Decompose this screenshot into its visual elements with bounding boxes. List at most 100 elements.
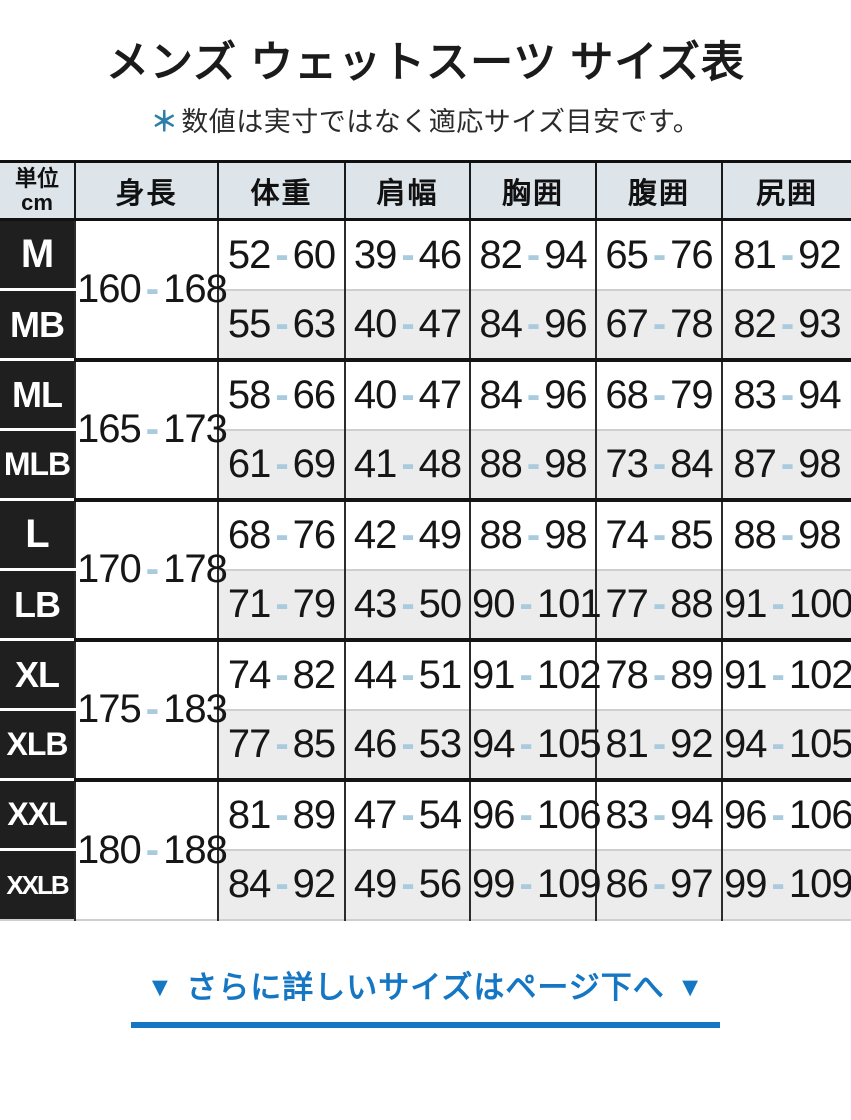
size-label-xxlb: XXLB — [0, 848, 75, 920]
weight-range: 71-79 — [217, 568, 345, 640]
table-row: LB 71-79 43-50 90-101 77-88 91-100 — [0, 568, 851, 640]
hip-range: 91-100 — [721, 568, 851, 640]
down-triangle-icon: ▼ — [676, 971, 705, 1002]
details-link[interactable]: ▼ さらに詳しいサイズはページ下へ ▼ — [130, 962, 721, 1028]
waist-range: 74-85 — [595, 497, 722, 570]
column-header-weight: 体重 — [217, 161, 345, 222]
table-row: ML 165-173 58-66 40-47 84-96 68-79 83-94 — [0, 357, 851, 500]
column-header-hip: 尻囲 — [721, 161, 851, 222]
unit-header-cell: 単位 cm — [0, 161, 75, 222]
weight-range: 52-60 — [217, 219, 345, 290]
weight-range: 81-89 — [217, 777, 345, 850]
table-row: M 160-168 52-60 39-46 82-94 65-76 81-92 — [0, 218, 851, 360]
hip-range: 96-106 — [721, 777, 851, 850]
chest-range: 90-101 — [469, 568, 602, 640]
column-header-chest: 胸囲 — [469, 161, 596, 222]
hip-range: 81-92 — [721, 219, 851, 290]
height-range: 160-168 — [74, 219, 228, 360]
size-label-mb: MB — [0, 288, 75, 360]
waist-range: 65-76 — [595, 219, 722, 290]
shoulder-range: 42-49 — [344, 497, 470, 570]
waist-range: 73-84 — [595, 428, 722, 500]
page-title: メンズ ウェットスーツ サイズ表 — [106, 39, 745, 87]
chest-range: 99-109 — [469, 848, 602, 920]
shoulder-range: 40-47 — [344, 357, 470, 430]
weight-range: 68-76 — [217, 497, 345, 570]
column-header-shoulder: 肩幅 — [344, 161, 470, 222]
height-range: 180-188 — [74, 777, 228, 920]
unit-label-line1: 単位 — [14, 166, 59, 192]
shoulder-range: 39-46 — [344, 219, 470, 290]
hip-range: 94-105 — [721, 708, 851, 780]
table-row: L 170-178 68-76 42-49 88-98 74-85 88-98 — [0, 497, 851, 640]
shoulder-range: 43-50 — [344, 568, 470, 640]
chest-range: 91-102 — [469, 637, 602, 710]
weight-range: 55-63 — [217, 288, 345, 360]
waist-range: 77-88 — [595, 568, 722, 640]
hip-range: 82-93 — [721, 288, 851, 360]
shoulder-range: 40-47 — [344, 288, 470, 360]
table-header: 単位 cm 身長 体重 肩幅 胸囲 腹囲 尻囲 — [0, 161, 851, 222]
size-group-l: L 170-178 68-76 42-49 88-98 74-85 88-98 … — [0, 497, 851, 640]
column-header-waist: 腹囲 — [595, 161, 722, 222]
table-row: MB 55-63 40-47 84-96 67-78 82-93 — [0, 288, 851, 360]
waist-range: 78-89 — [595, 637, 722, 710]
size-note: ＊数値は実寸ではなく適応サイズ目安です。 — [0, 100, 851, 139]
column-header-height: 身長 — [74, 161, 218, 222]
table-row: XL 175-183 74-82 44-51 91-102 78-89 91-1… — [0, 637, 851, 780]
asterisk-mark: ＊ — [150, 107, 179, 138]
shoulder-range: 46-53 — [344, 708, 470, 780]
size-label-mlb: MLB — [0, 428, 75, 500]
details-link-label: さらに詳しいサイズはページ下へ — [186, 969, 665, 1005]
size-label-l: L — [0, 498, 75, 570]
chest-range: 88-98 — [469, 497, 596, 570]
hip-range: 83-94 — [721, 357, 851, 430]
waist-range: 86-97 — [595, 848, 722, 920]
shoulder-range: 47-54 — [344, 777, 470, 850]
weight-range: 84-92 — [217, 848, 345, 920]
chest-range: 82-94 — [469, 219, 596, 290]
size-label-xlb: XLB — [0, 708, 75, 780]
hip-range: 99-109 — [721, 848, 851, 920]
size-group-xxl: XXL 180-188 81-89 47-54 96-106 83-94 96-… — [0, 777, 851, 920]
chest-range: 84-96 — [469, 288, 596, 360]
hip-range: 87-98 — [721, 428, 851, 500]
shoulder-range: 41-48 — [344, 428, 470, 500]
shoulder-range: 49-56 — [344, 848, 470, 920]
size-group-m: M 160-168 52-60 39-46 82-94 65-76 81-92 … — [0, 218, 851, 360]
table-row: XLB 77-85 46-53 94-105 81-92 94-105 — [0, 708, 851, 780]
size-label-lb: LB — [0, 568, 75, 640]
weight-range: 74-82 — [217, 637, 345, 710]
hip-range: 91-102 — [721, 637, 851, 710]
shoulder-range: 44-51 — [344, 637, 470, 710]
unit-label-line2: cm — [21, 189, 53, 215]
waist-range: 68-79 — [595, 357, 722, 430]
height-range: 165-173 — [74, 357, 228, 500]
size-label-m: M — [0, 218, 75, 290]
height-range: 170-178 — [74, 497, 228, 640]
waist-range: 83-94 — [595, 777, 722, 850]
size-group-xl: XL 175-183 74-82 44-51 91-102 78-89 91-1… — [0, 637, 851, 780]
chest-range: 94-105 — [469, 708, 602, 780]
table-row: XXLB 84-92 49-56 99-109 86-97 99-109 — [0, 848, 851, 920]
size-label-xl: XL — [0, 638, 75, 710]
size-note-text: 数値は実寸ではなく適応サイズ目安です。 — [181, 107, 701, 138]
height-range: 175-183 — [74, 637, 228, 780]
chest-range: 84-96 — [469, 357, 596, 430]
table-row: MLB 61-69 41-48 88-98 73-84 87-98 — [0, 428, 851, 500]
weight-range: 58-66 — [217, 357, 345, 430]
weight-range: 61-69 — [217, 428, 345, 500]
waist-range: 81-92 — [595, 708, 722, 780]
down-triangle-icon: ▼ — [146, 971, 175, 1002]
chest-range: 96-106 — [469, 777, 602, 850]
chest-range: 88-98 — [469, 428, 596, 500]
waist-range: 67-78 — [595, 288, 722, 360]
table-row: XXL 180-188 81-89 47-54 96-106 83-94 96-… — [0, 777, 851, 920]
footer: ▼ さらに詳しいサイズはページ下へ ▼ — [0, 962, 851, 1028]
hip-range: 88-98 — [721, 497, 851, 570]
size-group-ml: ML 165-173 58-66 40-47 84-96 68-79 83-94… — [0, 357, 851, 500]
size-label-xxl: XXL — [0, 778, 75, 850]
size-table: 単位 cm 身長 体重 肩幅 胸囲 腹囲 尻囲 M 160-168 52-60 … — [0, 160, 851, 921]
weight-range: 77-85 — [217, 708, 345, 780]
size-label-ml: ML — [0, 358, 75, 430]
